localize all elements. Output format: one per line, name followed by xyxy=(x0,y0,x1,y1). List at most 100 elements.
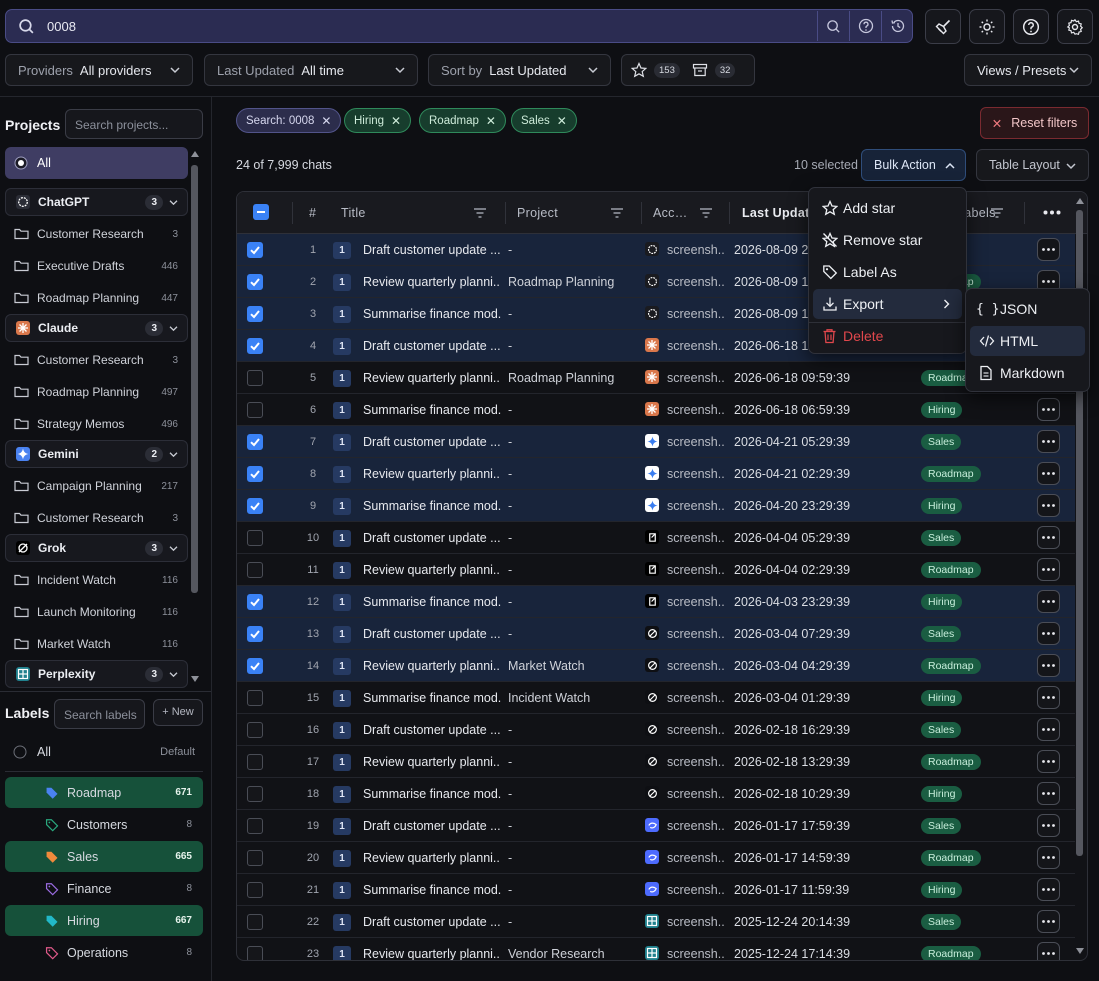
table-row[interactable]: 20 1 Review quarterly planni... - screensh..… xyxy=(237,842,1075,874)
row-checkbox[interactable] xyxy=(247,786,263,802)
row-checkbox[interactable] xyxy=(247,690,263,706)
chip-sales[interactable]: Sales ✕ xyxy=(511,108,577,133)
settings-gear-icon[interactable] xyxy=(1057,9,1093,44)
last-updated-filter[interactable]: Last Updated All time xyxy=(204,54,418,86)
table-row[interactable]: 18 1 Summarise finance mod... - screensh... 2… xyxy=(237,778,1075,810)
row-checkbox[interactable] xyxy=(247,434,263,450)
remove-star-item[interactable]: Remove star xyxy=(813,225,962,255)
row-checkbox[interactable] xyxy=(247,722,263,738)
row-more-options-icon[interactable] xyxy=(1037,750,1060,773)
provider-group-claude[interactable]: Claude 3 xyxy=(5,314,188,342)
label-item-customers[interactable]: Customers 8 xyxy=(5,809,203,840)
provider-group-chatgpt[interactable]: ChatGPT 3 xyxy=(5,188,188,216)
close-icon[interactable]: ✕ xyxy=(391,113,402,128)
header-project[interactable]: Project xyxy=(517,206,559,220)
row-title[interactable]: Summarise finance mod... xyxy=(363,307,501,321)
project-item[interactable]: Roadmap Planning 447 xyxy=(5,282,188,314)
provider-group-grok[interactable]: Grok 3 xyxy=(5,534,188,562)
row-more-options-icon[interactable] xyxy=(1037,430,1060,453)
search-bar[interactable]: 0008 xyxy=(5,9,913,43)
row-more-options-icon[interactable] xyxy=(1037,878,1060,901)
label-item-finance[interactable]: Finance 8 xyxy=(5,873,203,904)
row-title[interactable]: Draft customer update ... xyxy=(363,627,501,641)
label-item-hiring[interactable]: Hiring 667 xyxy=(5,905,203,936)
project-item[interactable]: Customer Research 3 xyxy=(5,502,188,534)
row-title[interactable]: Draft customer update ... xyxy=(363,243,501,257)
table-row[interactable]: 9 1 Summarise finance mod... - screensh... 20… xyxy=(237,490,1075,522)
table-row[interactable]: 15 1 Summarise finance mod... Incident Watc… xyxy=(237,682,1075,714)
row-checkbox[interactable] xyxy=(247,338,263,354)
table-row[interactable]: 12 1 Summarise finance mod... - screensh... 2… xyxy=(237,586,1075,618)
table-row[interactable]: 11 1 Review quarterly planni... - screensh..… xyxy=(237,554,1075,586)
row-checkbox[interactable] xyxy=(247,754,263,770)
row-title[interactable]: Summarise finance mod... xyxy=(363,883,501,897)
row-checkbox[interactable] xyxy=(247,626,263,642)
chevron-down-icon[interactable] xyxy=(169,545,178,552)
row-checkbox[interactable] xyxy=(247,914,263,930)
row-checkbox[interactable] xyxy=(247,882,263,898)
row-title[interactable]: Draft customer update ... xyxy=(363,819,501,833)
header-last-updated[interactable]: Last Updated xyxy=(742,206,825,220)
row-more-options-icon[interactable] xyxy=(1037,238,1060,261)
header-title[interactable]: Title xyxy=(341,206,366,220)
reset-filters-button[interactable]: ✕ Reset filters xyxy=(980,107,1089,139)
filter-icon[interactable] xyxy=(990,207,1004,219)
row-title[interactable]: Review quarterly planni... xyxy=(363,371,501,385)
table-row[interactable]: 6 1 Summarise finance mod... - screensh... 20… xyxy=(237,394,1075,426)
row-title[interactable]: Summarise finance mod... xyxy=(363,499,501,513)
row-title[interactable]: Draft customer update ... xyxy=(363,915,501,929)
row-more-options-icon[interactable] xyxy=(1037,494,1060,517)
star-filter-icon[interactable] xyxy=(631,62,647,78)
header-account[interactable]: Acc… xyxy=(653,206,688,220)
row-more-options-icon[interactable] xyxy=(1037,718,1060,741)
export-html-item[interactable]: HTML xyxy=(970,326,1085,356)
row-checkbox[interactable] xyxy=(247,594,263,610)
new-label-button[interactable]: + New xyxy=(153,699,203,726)
bulk-action-button[interactable]: Bulk Action xyxy=(861,149,966,181)
row-more-options-icon[interactable] xyxy=(1037,686,1060,709)
row-more-options-icon[interactable] xyxy=(1037,526,1060,549)
more-options-icon[interactable] xyxy=(1043,210,1061,215)
export-item[interactable]: Export xyxy=(813,289,962,319)
row-title[interactable]: Summarise finance mod... xyxy=(363,787,501,801)
row-more-options-icon[interactable] xyxy=(1037,846,1060,869)
row-checkbox[interactable] xyxy=(247,530,263,546)
row-more-options-icon[interactable] xyxy=(1037,654,1060,677)
scroll-up-icon[interactable] xyxy=(1076,198,1084,204)
row-checkbox[interactable] xyxy=(247,274,263,290)
close-icon[interactable]: ✕ xyxy=(485,113,496,128)
labels-search-input[interactable]: Search labels xyxy=(54,699,145,729)
row-more-options-icon[interactable] xyxy=(1037,814,1060,837)
row-more-options-icon[interactable] xyxy=(1037,398,1060,421)
archive-filter-icon[interactable] xyxy=(692,62,708,78)
row-title[interactable]: Draft customer update ... xyxy=(363,435,501,449)
project-item[interactable]: Customer Research 3 xyxy=(5,218,188,250)
export-markdown-item[interactable]: Markdown xyxy=(970,358,1085,388)
chip-hiring[interactable]: Hiring ✕ xyxy=(344,108,412,133)
row-title[interactable]: Review quarterly planni... xyxy=(363,563,501,577)
search-help-button[interactable] xyxy=(849,11,881,41)
table-scrollbar[interactable] xyxy=(1076,210,1083,856)
broom-icon[interactable] xyxy=(925,9,961,44)
table-row[interactable]: 19 1 Draft customer update ... - screensh...… xyxy=(237,810,1075,842)
row-checkbox[interactable] xyxy=(247,498,263,514)
row-checkbox[interactable] xyxy=(247,402,263,418)
table-row[interactable]: 17 1 Review quarterly planni... - screensh..… xyxy=(237,746,1075,778)
views-presets-button[interactable]: Views / Presets xyxy=(964,54,1092,86)
label-item-operations[interactable]: Operations 8 xyxy=(5,937,203,968)
row-more-options-icon[interactable] xyxy=(1037,942,1060,960)
row-title[interactable]: Draft customer update ... xyxy=(363,339,501,353)
project-item[interactable]: Incident Watch 116 xyxy=(5,564,188,596)
project-item[interactable]: Market Watch 116 xyxy=(5,628,188,660)
row-title[interactable]: Summarise finance mod... xyxy=(363,595,501,609)
labels-all-item[interactable]: All Default xyxy=(5,737,203,767)
row-title[interactable]: Review quarterly planni... xyxy=(363,851,501,865)
row-title[interactable]: Draft customer update ... xyxy=(363,723,501,737)
filter-icon[interactable] xyxy=(610,207,624,219)
row-checkbox[interactable] xyxy=(247,306,263,322)
close-icon[interactable]: ✕ xyxy=(321,113,332,128)
chevron-down-icon[interactable] xyxy=(169,451,178,458)
add-star-item[interactable]: Add star xyxy=(813,193,962,223)
row-title[interactable]: Summarise finance mod... xyxy=(363,691,501,705)
chevron-down-icon[interactable] xyxy=(169,199,178,206)
